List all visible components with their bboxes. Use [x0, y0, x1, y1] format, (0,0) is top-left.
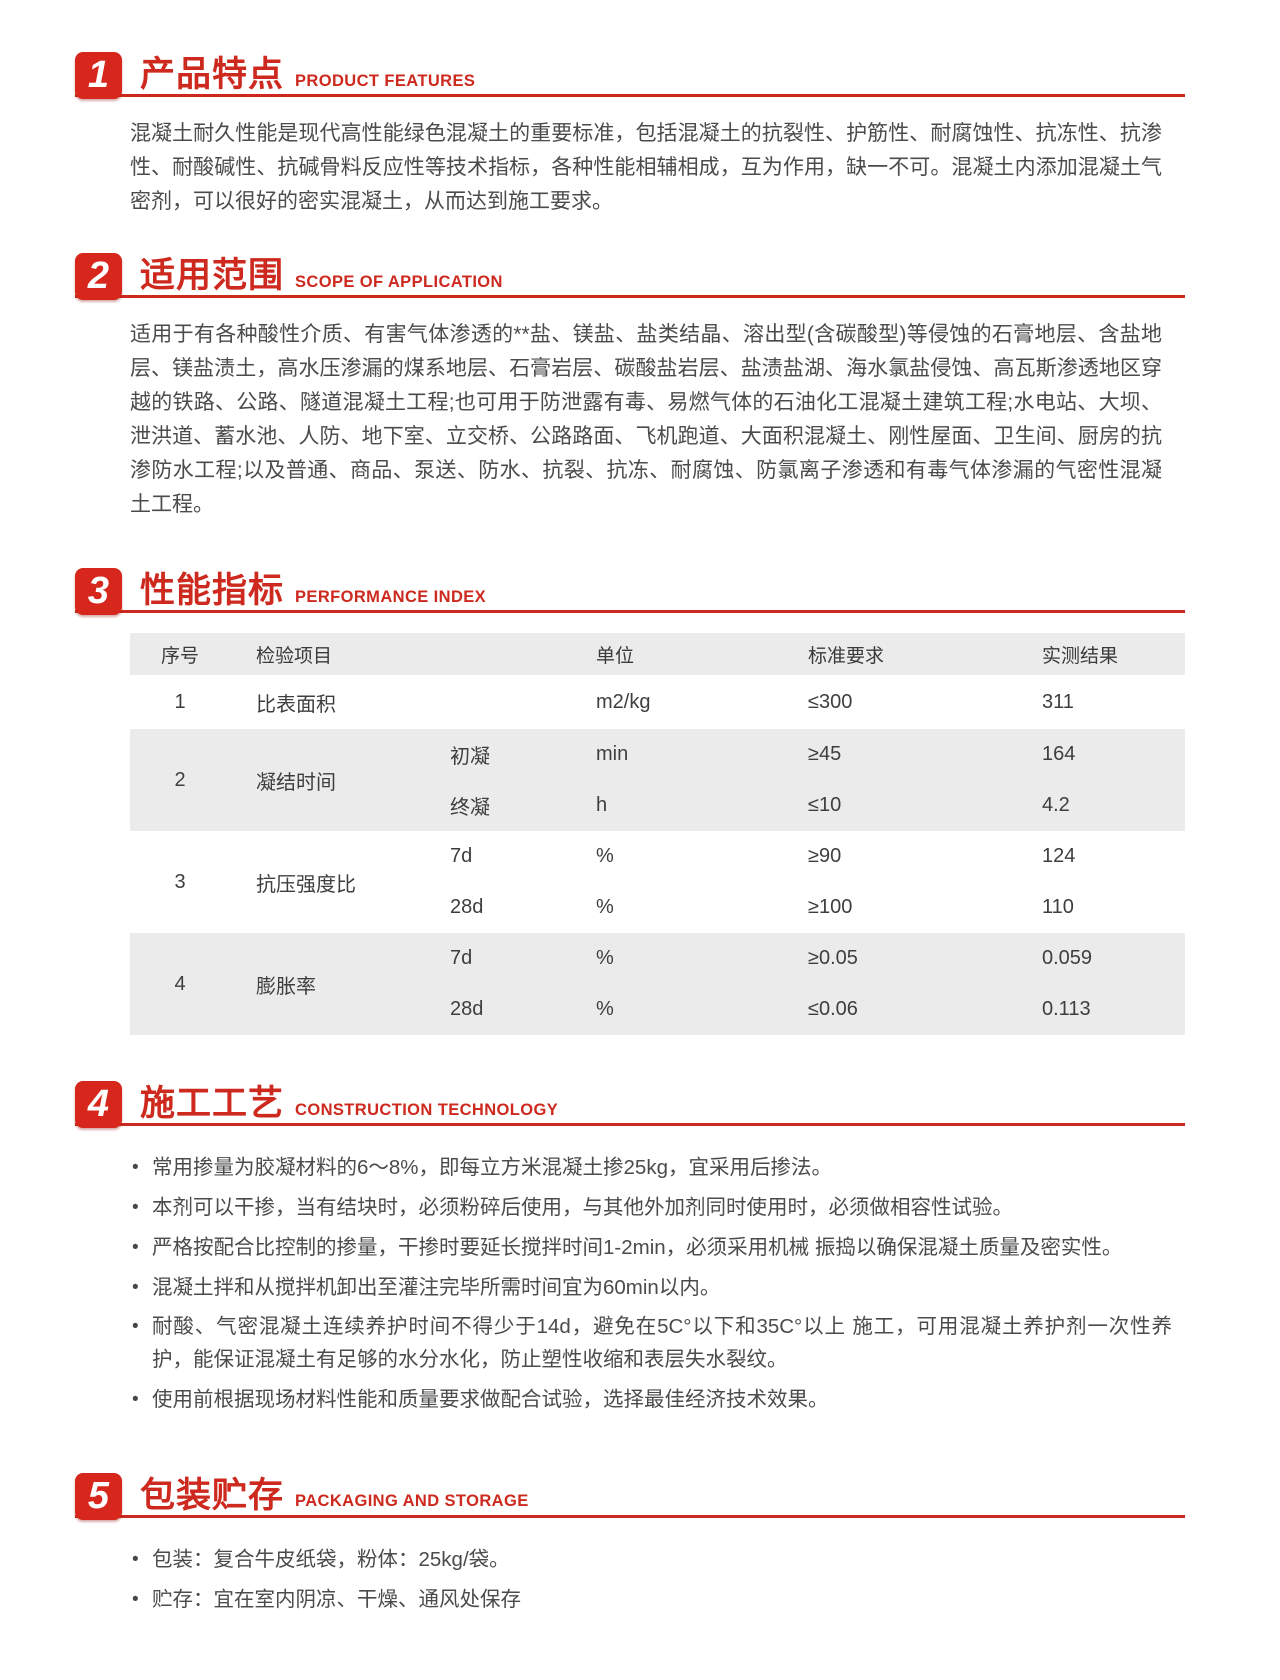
cell-sub-item: 28d: [450, 998, 484, 1021]
section-header: 1 产品特点 PRODUCT FEATURES: [75, 52, 1185, 99]
col-header-result: 实测结果: [1042, 645, 1119, 667]
cell-unit: min: [596, 743, 629, 766]
section-subtitle-en: PERFORMANCE INDEX: [295, 587, 487, 606]
cell-item: 凝结时间: [256, 771, 336, 794]
cell-standard: ≥45: [808, 743, 842, 766]
cell-no: 2: [174, 768, 186, 791]
cell-unit: %: [596, 845, 614, 868]
cell-standard: ≥0.05: [808, 947, 858, 970]
section-header: 4 施工工艺 CONSTRUCTION TECHNOLOGY: [75, 1081, 1185, 1129]
section-header: 3 性能指标 PERFORMANCE INDEX: [75, 568, 1185, 616]
cell-unit: %: [596, 947, 614, 970]
cell-standard: ≤0.06: [808, 998, 858, 1021]
section-header: 5 包装贮存 PACKAGING AND STORAGE: [75, 1472, 1185, 1520]
cell-unit: %: [596, 998, 614, 1021]
col-header-item: 检验项目: [256, 645, 333, 667]
table-row-group: 4 膨胀率 7d % ≥0.05 0.059 28d % ≤0.06 0.113: [130, 933, 1185, 1036]
cell-sub-item: 7d: [450, 845, 473, 868]
cell-unit: %: [596, 896, 614, 919]
section-paragraph: 混凝土耐久性能是现代高性能绿色混凝土的重要标准，包括混凝土的抗裂性、护筋性、耐腐…: [130, 122, 1162, 214]
section-construction-technology: 4 施工工艺 CONSTRUCTION TECHNOLOGY 常用掺量为胶凝材料…: [0, 1081, 1280, 1417]
section-scope-of-application: 2 适用范围 SCOPE OF APPLICATION 适用于有各种酸性介质、有…: [0, 253, 1280, 522]
cell-result: 0.059: [1042, 947, 1093, 970]
performance-table: 序号 检验项目 单位 标准要求 实测结果 1 比表面积 m2/kg ≤300 3…: [130, 633, 1185, 1036]
cell-result: 0.113: [1042, 998, 1091, 1021]
cell-result: 311: [1042, 690, 1074, 713]
cell-result: 110: [1042, 896, 1074, 919]
cell-item: 膨胀率: [256, 975, 316, 998]
cell-item: 抗压强度比: [256, 873, 356, 896]
list-item: 本剂可以干掺，当有结块时，必须粉碎后使用，与其他外加剂同时使用时，必须做相容性试…: [132, 1192, 1172, 1225]
col-header-no: 序号: [160, 645, 199, 667]
list-item: 混凝土拌和从搅拌机卸出至灌注完毕所需时间宜为60min以内。: [132, 1272, 1172, 1305]
section-performance-index: 3 性能指标 PERFORMANCE INDEX 序号 检验项目 单位 标准要求…: [0, 568, 1280, 1036]
section-title: 施工工艺: [140, 1084, 285, 1124]
cell-no: 4: [174, 972, 186, 995]
cell-unit: h: [596, 794, 608, 817]
list-item: 严格按配合比控制的掺量，干掺时要延长搅拌时间1-2min，必须采用机械 振捣以确…: [132, 1232, 1172, 1265]
section-number-badge: 1: [75, 52, 122, 99]
cell-sub-item: 初凝: [450, 746, 490, 769]
list-item: 常用掺量为胶凝材料的6～8%，即每立方米混凝土掺25kg，宜采用后掺法。: [132, 1152, 1172, 1185]
list-item: 包装：复合牛皮纸袋，粉体：25kg/袋。: [132, 1544, 1172, 1577]
section-packaging-storage: 5 包装贮存 PACKAGING AND STORAGE 包装：复合牛皮纸袋，粉…: [0, 1472, 1280, 1617]
section-number-badge: 3: [75, 568, 122, 616]
section-number-badge: 5: [75, 1472, 122, 1520]
cell-unit: m2/kg: [596, 690, 651, 713]
cell-sub-item: 28d: [450, 896, 484, 919]
table-header-row: 序号 检验项目 单位 标准要求 实测结果: [130, 633, 1185, 676]
section-product-features: 1 产品特点 PRODUCT FEATURES 混凝土耐久性能是现代高性能绿色混…: [0, 52, 1280, 219]
cell-sub-item: 终凝: [450, 797, 490, 820]
cell-standard: ≤10: [808, 794, 842, 817]
cell-result: 124: [1042, 845, 1076, 868]
cell-standard: ≥100: [808, 896, 853, 919]
cell-result: 164: [1042, 743, 1076, 766]
section-header: 2 适用范围 SCOPE OF APPLICATION: [75, 253, 1185, 301]
cell-item: 比表面积: [256, 693, 336, 716]
table-row-group: 2 凝结时间 初凝 min ≥45 164 终凝 h ≤10 4.2: [130, 729, 1185, 832]
section-subtitle-en: PRODUCT FEATURES: [295, 71, 476, 90]
list-item: 贮存：宜在室内阴凉、干燥、通风处保存: [132, 1584, 1172, 1617]
table-row-group: 3 抗压强度比 7d % ≥90 124 28d % ≥100 110: [130, 831, 1185, 934]
section-number-badge: 2: [75, 253, 122, 301]
cell-no: 1: [174, 690, 186, 713]
section-subtitle-en: PACKAGING AND STORAGE: [295, 1492, 529, 1511]
section-subtitle-en: CONSTRUCTION TECHNOLOGY: [295, 1100, 559, 1119]
cell-standard: ≥90: [808, 845, 842, 868]
cell-result: 4.2: [1042, 794, 1070, 817]
col-header-unit: 单位: [596, 645, 635, 667]
section-number-badge: 4: [75, 1081, 122, 1129]
construction-bullet-list: 常用掺量为胶凝材料的6～8%，即每立方米混凝土掺25kg，宜采用后掺法。 本剂可…: [132, 1152, 1172, 1417]
section-title: 适用范围: [140, 256, 285, 296]
cell-no: 3: [174, 870, 186, 893]
section-subtitle-en: SCOPE OF APPLICATION: [295, 272, 503, 291]
col-header-standard: 标准要求: [808, 645, 885, 667]
cell-sub-item: 7d: [450, 947, 473, 970]
section-paragraph: 适用于有各种酸性介质、有害气体渗透的**盐、镁盐、盐类结晶、溶出型(含碳酸型)等…: [130, 323, 1162, 517]
list-item: 耐酸、气密混凝土连续养护时间不得少于14d，避免在5C°以下和35C°以上 施工…: [132, 1311, 1172, 1377]
section-title: 性能指标: [140, 571, 285, 611]
cell-standard: ≤300: [808, 690, 853, 713]
section-title: 产品特点: [140, 55, 285, 94]
packaging-bullet-list: 包装：复合牛皮纸袋，粉体：25kg/袋。 贮存：宜在室内阴凉、干燥、通风处保存: [132, 1544, 1172, 1617]
section-title: 包装贮存: [140, 1475, 285, 1515]
table-row: 1 比表面积 m2/kg ≤300 311: [130, 675, 1185, 730]
list-item: 使用前根据现场材料性能和质量要求做配合试验，选择最佳经济技术效果。: [132, 1384, 1172, 1417]
